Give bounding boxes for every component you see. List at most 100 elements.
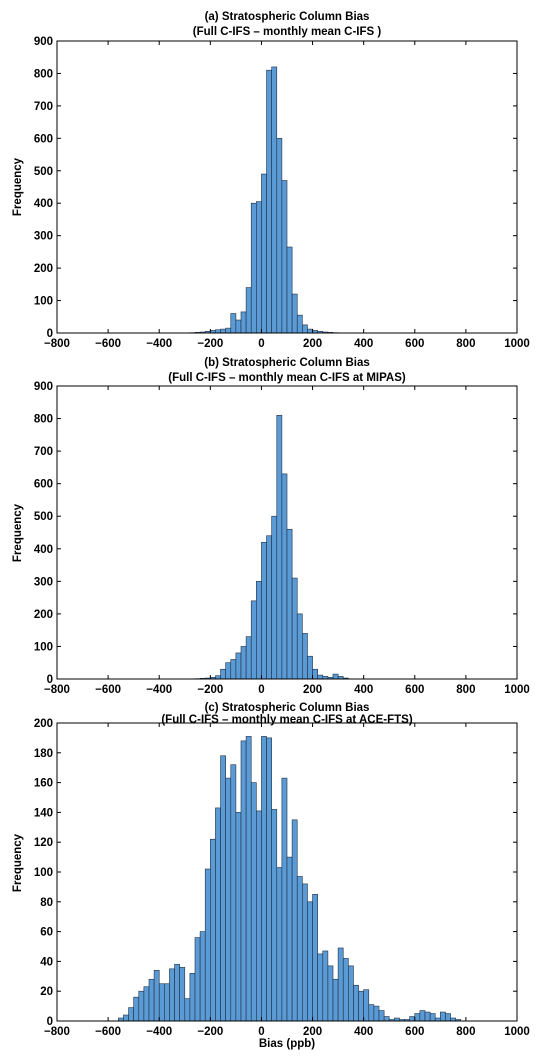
- histogram-bar: [231, 659, 236, 679]
- x-tick-label: 200: [303, 684, 322, 696]
- chart-subtitle: (Full C-IFS – monthly mean C-IFS at ACE-…: [161, 714, 412, 726]
- histogram-bar: [221, 329, 226, 333]
- histogram-bar: [302, 633, 307, 679]
- histogram-bar: [129, 1008, 134, 1021]
- histogram-bar: [297, 315, 302, 333]
- histogram-bar: [313, 669, 318, 679]
- chart-subtitle: (Full C-IFS – monthly mean C-IFS ): [193, 26, 382, 38]
- x-tick-label: −200: [197, 338, 223, 350]
- x-tick-label: 400: [354, 1026, 373, 1038]
- histogram-bar: [328, 966, 333, 1021]
- histogram-bar: [226, 663, 231, 679]
- histogram-bar: [323, 951, 328, 1021]
- histogram-bar: [333, 979, 338, 1021]
- x-tick-label: 800: [456, 1026, 475, 1038]
- x-tick-label: −200: [197, 1026, 223, 1038]
- histogram-bar: [307, 329, 312, 333]
- histogram-bar: [221, 669, 226, 679]
- y-tick-label: 100: [34, 641, 53, 653]
- chart-subtitle: (Full C-IFS – monthly mean C-IFS at MIPA…: [168, 372, 406, 384]
- histogram-bar: [185, 999, 190, 1021]
- chart-panel-c: (c) Stratospheric Column Bias (Full C-IF…: [12, 702, 530, 1050]
- histogram-bar: [261, 542, 266, 679]
- histogram-bar: [180, 967, 185, 1021]
- histogram-bars: [190, 67, 338, 333]
- x-tick-label: 200: [303, 338, 322, 350]
- histogram-bar: [134, 997, 139, 1021]
- chart-title: (a) Stratospheric Column Bias: [205, 11, 370, 23]
- histogram-bar: [256, 811, 261, 1021]
- y-axis-label: Frequency: [12, 833, 24, 892]
- histogram-bar: [154, 970, 159, 1021]
- x-tick-label: −600: [95, 1026, 121, 1038]
- histogram-bar: [287, 857, 292, 1021]
- y-tick-label: 700: [34, 446, 53, 458]
- y-tick-label: 800: [34, 68, 53, 80]
- x-tick-label: −200: [197, 684, 223, 696]
- y-tick-label: 300: [34, 231, 53, 243]
- histogram-bar: [267, 70, 272, 333]
- histogram-bar: [175, 964, 180, 1021]
- x-tick-label: −400: [146, 684, 172, 696]
- y-tick-label: 180: [34, 748, 53, 760]
- y-tick-label: 0: [47, 674, 53, 686]
- y-tick-label: 120: [34, 837, 53, 849]
- histogram-bar: [364, 990, 369, 1021]
- histogram-bar: [445, 1014, 450, 1021]
- x-tick-label: 600: [405, 1026, 424, 1038]
- histogram-bar: [267, 536, 272, 679]
- y-tick-label: 900: [34, 381, 53, 393]
- y-tick-label: 200: [34, 718, 53, 730]
- y-tick-label: 60: [40, 927, 53, 939]
- histogram-bar: [251, 203, 256, 333]
- histogram-bar: [297, 876, 302, 1021]
- x-tick-label: 800: [456, 684, 475, 696]
- y-tick-label: 100: [34, 296, 53, 308]
- y-tick-label: 300: [34, 576, 53, 588]
- x-tick-label: 600: [405, 684, 424, 696]
- histogram-bar: [272, 516, 277, 679]
- x-tick-label: −400: [146, 338, 172, 350]
- y-axis-label: Frequency: [12, 157, 24, 216]
- histogram-bar: [169, 969, 174, 1021]
- x-tick-label: 400: [354, 338, 373, 350]
- histogram-bar: [277, 138, 282, 333]
- chart-panel-b: (b) Stratospheric Column Bias (Full C-IF…: [12, 357, 530, 696]
- y-tick-label: 500: [34, 511, 53, 523]
- histogram-bar: [236, 653, 241, 679]
- histogram-bar: [261, 174, 266, 333]
- histogram-bar: [226, 778, 231, 1021]
- histogram-bar: [123, 1015, 128, 1021]
- histogram-bar: [292, 294, 297, 333]
- histogram-bar: [200, 932, 205, 1021]
- histogram-bar: [292, 820, 297, 1021]
- histogram-bar: [139, 991, 144, 1021]
- histogram-bar: [272, 809, 277, 1021]
- histogram-bar: [241, 312, 246, 333]
- chart-title: (b) Stratospheric Column Bias: [204, 357, 370, 369]
- chart-title: (c) Stratospheric Column Bias: [205, 702, 370, 714]
- histogram-bar: [430, 1014, 435, 1021]
- histogram-bars: [118, 736, 460, 1021]
- x-tick-label: 1000: [504, 338, 530, 350]
- y-tick-label: 20: [40, 986, 53, 998]
- histogram-bar: [231, 314, 236, 333]
- histogram-bar: [256, 202, 261, 333]
- x-tick-label: 800: [456, 338, 475, 350]
- y-tick-label: 0: [47, 1016, 53, 1028]
- histogram-bar: [307, 902, 312, 1021]
- histogram-bar: [272, 67, 277, 333]
- y-tick-label: 80: [40, 897, 53, 909]
- histogram-bar: [190, 973, 195, 1021]
- histogram-bar: [302, 325, 307, 333]
- histogram-bar: [297, 614, 302, 679]
- histogram-bar: [246, 736, 251, 1021]
- y-tick-label: 600: [34, 133, 53, 145]
- x-tick-label: 600: [405, 338, 424, 350]
- histogram-bar: [195, 938, 200, 1021]
- histogram-bar: [420, 1011, 425, 1021]
- histogram-bar: [256, 581, 261, 679]
- y-tick-label: 400: [34, 544, 53, 556]
- histogram-bar: [159, 984, 164, 1021]
- histogram-bar: [282, 181, 287, 333]
